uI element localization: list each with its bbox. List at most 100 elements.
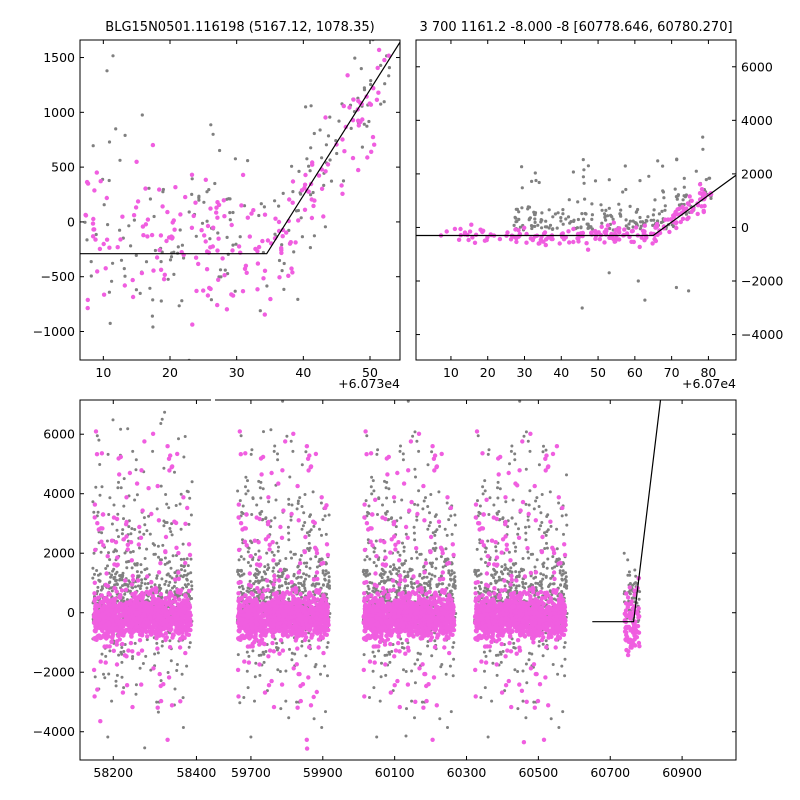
b-magenta-point (128, 624, 134, 629)
tl-magenta-point (93, 237, 98, 242)
b-magenta-point (92, 580, 98, 585)
tr-gray-point (639, 220, 643, 224)
b-magenta-point (283, 625, 288, 631)
tr-gray-point (579, 225, 583, 229)
tr-gray-point (605, 214, 610, 218)
tr-gray-point (583, 197, 587, 201)
tr-magenta-point (513, 227, 518, 232)
b-gray-point (108, 496, 112, 500)
b-gray-point (241, 504, 245, 508)
b-gray-point (438, 717, 442, 721)
b-magenta-point (266, 683, 272, 688)
tr-magenta-point (566, 229, 571, 234)
b-gray-point (290, 651, 294, 655)
b-gray-point (133, 498, 137, 502)
b-gray-point (135, 570, 139, 574)
b-gray-point (173, 571, 177, 575)
b-gray-point (162, 466, 166, 470)
tl-gray-point (91, 144, 95, 148)
b-magenta-point (296, 570, 302, 575)
b-gray-point (131, 550, 135, 553)
tr-magenta-point (469, 222, 474, 227)
tl-magenta-point (91, 216, 96, 222)
b-gray-point (274, 498, 278, 502)
tl-magenta-point (221, 198, 226, 203)
tr-gray-point (709, 196, 713, 200)
tr-gray-point (550, 227, 555, 231)
b-magenta-point (267, 547, 272, 552)
b-gray-point (169, 659, 173, 663)
b-magenta-point (107, 592, 113, 597)
b-magenta-point (124, 615, 130, 620)
b-magenta-point (288, 591, 293, 596)
b-gray-point (117, 535, 120, 539)
tl-magenta-point (158, 233, 164, 238)
tl-magenta-point (262, 212, 268, 217)
x-tick-label: 20 (480, 365, 496, 380)
tl-magenta-point (194, 288, 199, 294)
b-gray-point (290, 503, 294, 507)
tr-gray-point (623, 164, 627, 168)
b-magenta-point (125, 547, 130, 552)
tl-magenta-point (386, 53, 391, 58)
b-magenta-point (236, 515, 241, 520)
b-magenta-point (163, 549, 168, 555)
b-gray-point (190, 480, 194, 484)
tl-magenta-point (204, 267, 210, 272)
b-gray-point (258, 673, 262, 677)
tr-magenta-point (653, 224, 658, 229)
tl-gray-point (228, 211, 232, 215)
b-gray-point (288, 647, 291, 651)
b-magenta-point (142, 439, 147, 444)
tl-gray-point (299, 216, 303, 220)
b-magenta-point (154, 636, 159, 641)
b-magenta-point (311, 519, 316, 524)
b-gray-point (165, 502, 169, 506)
b-gray-point (168, 574, 172, 578)
tl-points (83, 40, 391, 360)
tr-gray-point (593, 179, 598, 183)
b-gray-point (115, 673, 119, 677)
b-gray-point (267, 500, 271, 504)
b-magenta-point (166, 612, 171, 617)
panel-bottom: 58200 58400 59700 59900 60100 60300 60500 60700… (33, 398, 737, 780)
tl-magenta-point (178, 212, 183, 217)
tr-gray-point (628, 219, 633, 223)
tl-magenta-point (276, 219, 282, 225)
b-magenta-point (137, 638, 143, 643)
tl-magenta-point (203, 239, 208, 244)
b-gray-point (91, 500, 95, 504)
tr-gray-point (652, 218, 656, 222)
b-gray-point (287, 538, 291, 542)
b-magenta-point (178, 588, 184, 593)
tr-gray-point (638, 227, 643, 231)
tl-gray-point (246, 159, 250, 163)
tl-gray-point (309, 146, 313, 150)
b-gray-point (119, 427, 123, 431)
tl-magenta-point (149, 232, 155, 238)
b-gray-point (92, 510, 96, 514)
b-gray-point (311, 490, 315, 494)
b-magenta-point (163, 605, 168, 610)
tr-gray-point (603, 214, 607, 218)
b-magenta-point (265, 522, 271, 527)
b-magenta-point (280, 648, 286, 653)
b-gray-point (163, 556, 167, 560)
b-magenta-point (236, 591, 241, 596)
tl-gray-point (226, 272, 230, 276)
b-magenta-point (158, 631, 163, 637)
b-gray-point (115, 549, 118, 553)
b-gray-point (181, 726, 185, 729)
b-gray-point (156, 710, 160, 714)
b-gray-point (254, 567, 258, 571)
tl-gray-point (296, 208, 300, 213)
b-gray-point (183, 583, 187, 587)
b-magenta-point (93, 611, 98, 616)
b-gray-point (272, 586, 276, 590)
b-gray-point (160, 417, 164, 421)
b-magenta-point (295, 646, 300, 651)
tl-gray-point (144, 260, 149, 264)
b-magenta-point (237, 429, 242, 434)
tl-magenta-point (92, 188, 97, 193)
tl-gray-point (359, 67, 363, 71)
